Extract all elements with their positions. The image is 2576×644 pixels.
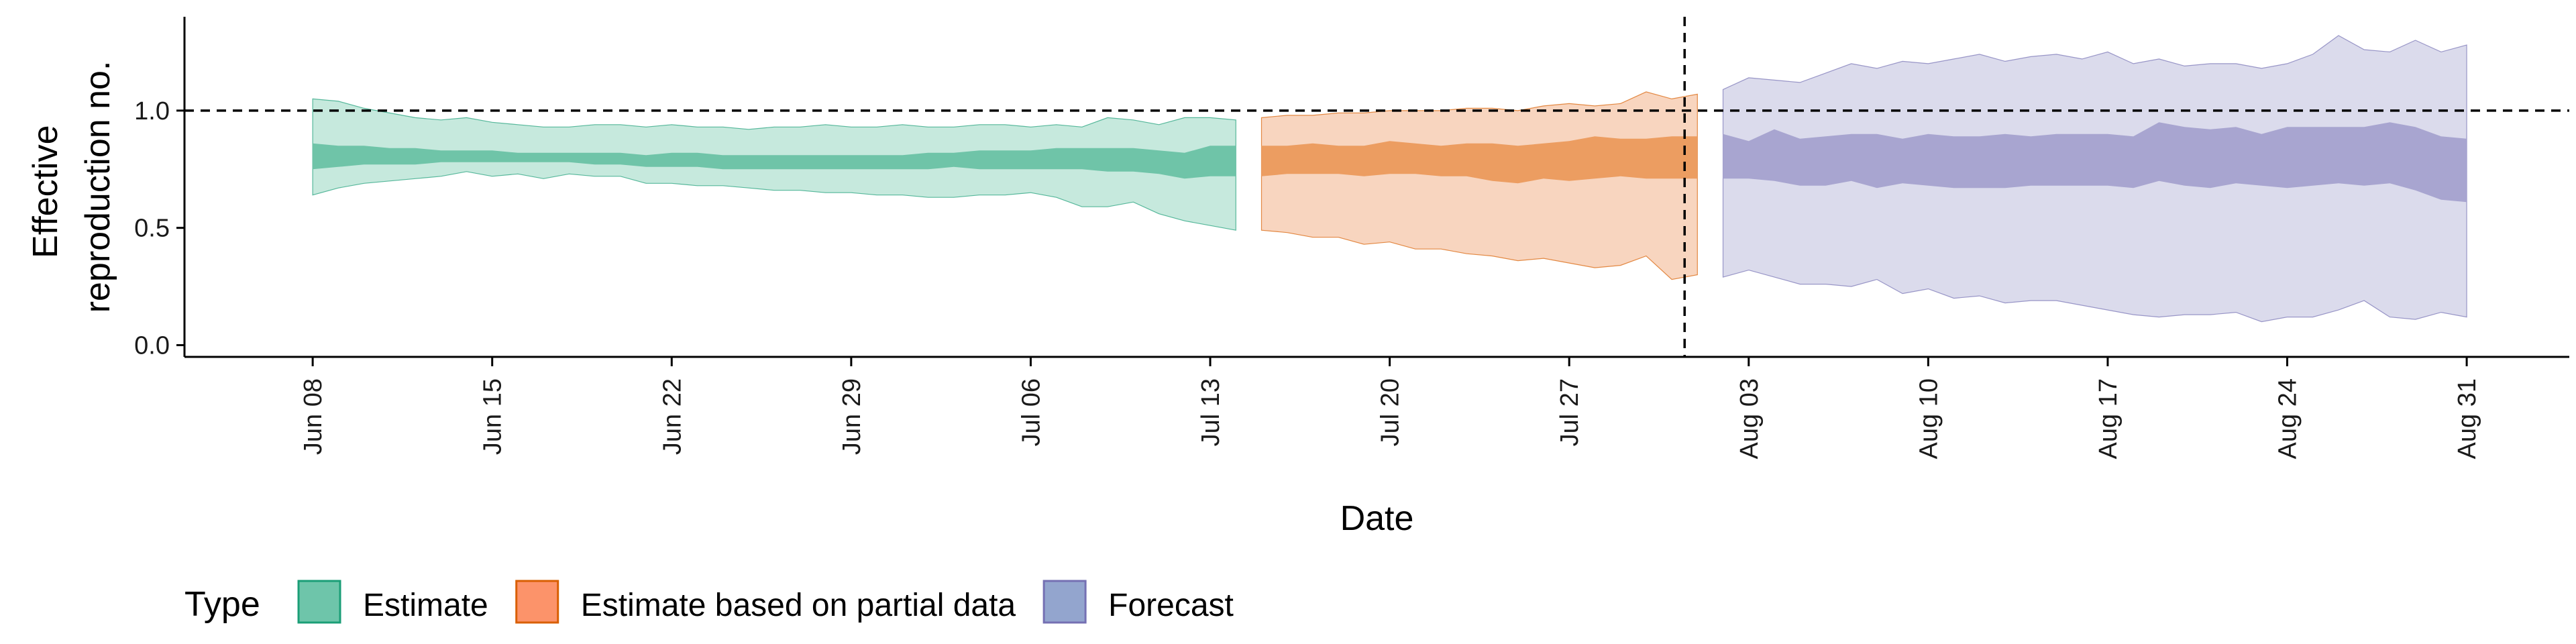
plot-area: [184, 17, 2569, 357]
y-tick-label: 0.5: [134, 215, 170, 243]
x-tick-label: Jul 27: [1556, 378, 1584, 446]
band-50-estimate: [313, 143, 1236, 179]
x-tick-label: Jun 08: [299, 378, 327, 455]
x-tick-label: Aug 17: [2094, 378, 2123, 459]
x-axis-title: Date: [1340, 499, 1414, 538]
legend-swatch-forecast: [1042, 580, 1087, 624]
legend-title: Type: [184, 585, 260, 624]
y-axis-title: Effective reproduction no.: [26, 61, 117, 313]
axes: 0.0 0.5 1.0 Jun 08 Jun 15 Jun 22 Jun 29 Jul 06…: [134, 17, 2569, 459]
x-tick-label: Jun 15: [479, 378, 507, 455]
band-50-forecast: [1723, 122, 2467, 203]
y-tick-label: 1.0: [134, 97, 170, 125]
legend: Type Estimate Estimate based on partial d…: [184, 580, 1234, 624]
x-tick-label: Aug 31: [2453, 378, 2481, 459]
x-tick-label: Jul 06: [1017, 378, 1045, 446]
legend-label-estimate-based-on-partial-data: Estimate based on partial data: [581, 588, 1016, 623]
y-axis-title-line-1: Effective: [26, 125, 65, 258]
y-ticks: 0.0 0.5 1.0: [134, 97, 184, 360]
x-tick-label: Jul 20: [1377, 378, 1405, 446]
legend-swatch-estimate-based-on-partial-data: [515, 580, 559, 624]
x-ticks: Jun 08 Jun 15 Jun 22 Jun 29 Jul 06 Jul 13 Jul …: [299, 357, 2481, 459]
x-tick-label: Aug 03: [1735, 378, 1764, 459]
x-tick-label: Jul 13: [1197, 378, 1225, 446]
legend-swatch-estimate: [297, 580, 341, 624]
band-90-estimate-based-on-partial-data: [1260, 91, 1698, 280]
legend-label-estimate: Estimate: [363, 588, 488, 623]
bands-inner-layer: [313, 122, 2467, 203]
y-tick-label: 0.0: [134, 332, 170, 360]
x-tick-label: Aug 10: [1915, 378, 1943, 459]
x-tick-label: Jun 29: [838, 378, 866, 455]
y-axis-title-line-2: reproduction no.: [78, 61, 117, 313]
band-50-estimate-based-on-partial-data: [1261, 136, 1698, 184]
legend-label-forecast: Forecast: [1108, 588, 1234, 623]
legend-entries: Estimate Estimate based on partial data Fo…: [297, 580, 1234, 624]
x-tick-label: Aug 24: [2274, 378, 2302, 459]
x-tick-label: Jun 22: [658, 378, 686, 455]
